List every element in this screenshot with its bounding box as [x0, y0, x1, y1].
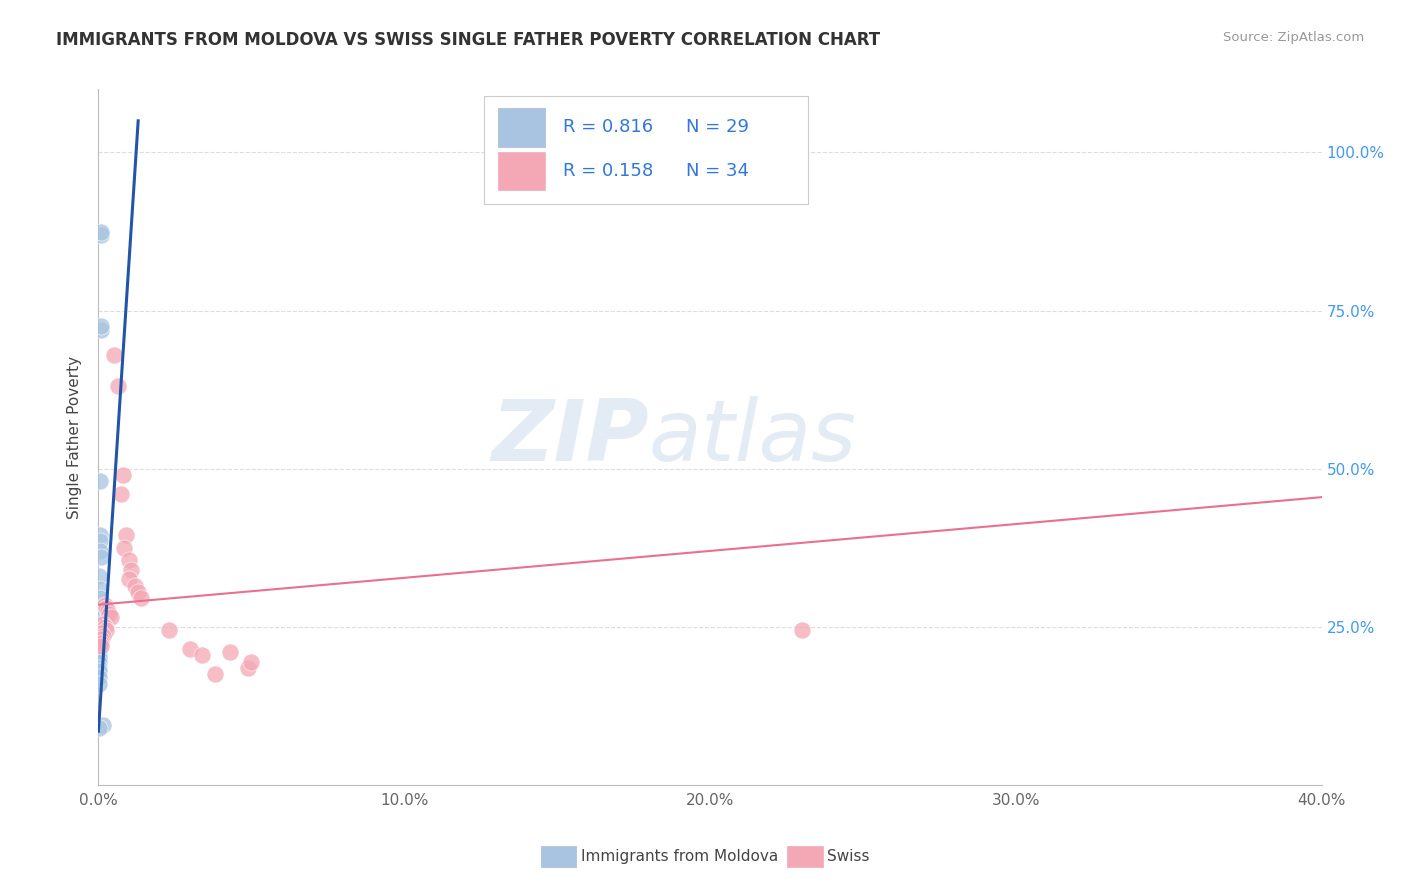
Point — [90, 225, 112, 239]
Point — [90, 632, 112, 647]
Point — [89, 591, 111, 606]
Point — [87, 645, 110, 659]
Point — [730, 145, 752, 160]
Point — [90, 227, 112, 242]
Point — [112, 541, 135, 555]
Point — [89, 600, 111, 615]
Point — [129, 591, 152, 606]
Point — [219, 645, 242, 659]
Point — [107, 379, 129, 393]
Text: Swiss: Swiss — [827, 849, 869, 863]
Point — [89, 569, 111, 583]
Point — [240, 655, 263, 669]
Point — [87, 670, 110, 684]
Point — [89, 528, 111, 542]
Point — [87, 616, 110, 631]
Text: Immigrants from Moldova: Immigrants from Moldova — [581, 849, 778, 863]
Text: N = 34: N = 34 — [686, 162, 748, 180]
Point — [179, 642, 201, 657]
Point — [91, 616, 114, 631]
Point — [127, 585, 149, 599]
Point — [115, 528, 138, 542]
Point — [238, 661, 260, 675]
Point — [111, 468, 134, 483]
Text: R = 0.816: R = 0.816 — [564, 119, 654, 136]
Text: IMMIGRANTS FROM MOLDOVA VS SWISS SINGLE FATHER POVERTY CORRELATION CHART: IMMIGRANTS FROM MOLDOVA VS SWISS SINGLE … — [56, 31, 880, 49]
Point — [90, 322, 112, 336]
Text: ZIP: ZIP — [491, 395, 650, 479]
Point — [89, 534, 111, 549]
Point — [790, 623, 813, 637]
Point — [89, 582, 111, 596]
Point — [87, 677, 110, 691]
Point — [110, 487, 132, 501]
Point — [124, 579, 146, 593]
Point — [191, 648, 214, 663]
Point — [87, 651, 110, 665]
Text: atlas: atlas — [650, 395, 856, 479]
Text: Source: ZipAtlas.com: Source: ZipAtlas.com — [1223, 31, 1364, 45]
Point — [90, 626, 112, 640]
Bar — [498, 108, 546, 146]
Point — [94, 623, 117, 637]
Point — [118, 553, 141, 567]
Point — [90, 319, 112, 334]
Point — [87, 655, 110, 669]
Point — [93, 598, 115, 612]
Point — [97, 604, 120, 618]
Point — [89, 475, 111, 489]
Point — [89, 544, 111, 558]
Text: N = 29: N = 29 — [686, 119, 748, 136]
Point — [157, 623, 180, 637]
Point — [94, 600, 117, 615]
Point — [90, 550, 112, 565]
Point — [89, 623, 111, 637]
Point — [87, 661, 110, 675]
Point — [87, 639, 110, 653]
Point — [90, 639, 112, 653]
Point — [91, 629, 114, 643]
Point — [87, 721, 110, 735]
Point — [118, 573, 141, 587]
Point — [100, 610, 122, 624]
Point — [90, 635, 112, 649]
Point — [87, 626, 110, 640]
Y-axis label: Single Father Poverty: Single Father Poverty — [67, 356, 83, 518]
Point — [93, 620, 115, 634]
FancyBboxPatch shape — [484, 96, 808, 204]
Bar — [498, 153, 546, 190]
Point — [120, 563, 142, 577]
Point — [91, 718, 114, 732]
Point — [89, 607, 111, 622]
Text: R = 0.158: R = 0.158 — [564, 162, 654, 180]
Point — [103, 348, 125, 362]
Point — [98, 607, 121, 622]
Point — [87, 648, 110, 663]
Point — [87, 664, 110, 678]
Point — [89, 632, 111, 647]
Point — [204, 667, 226, 681]
